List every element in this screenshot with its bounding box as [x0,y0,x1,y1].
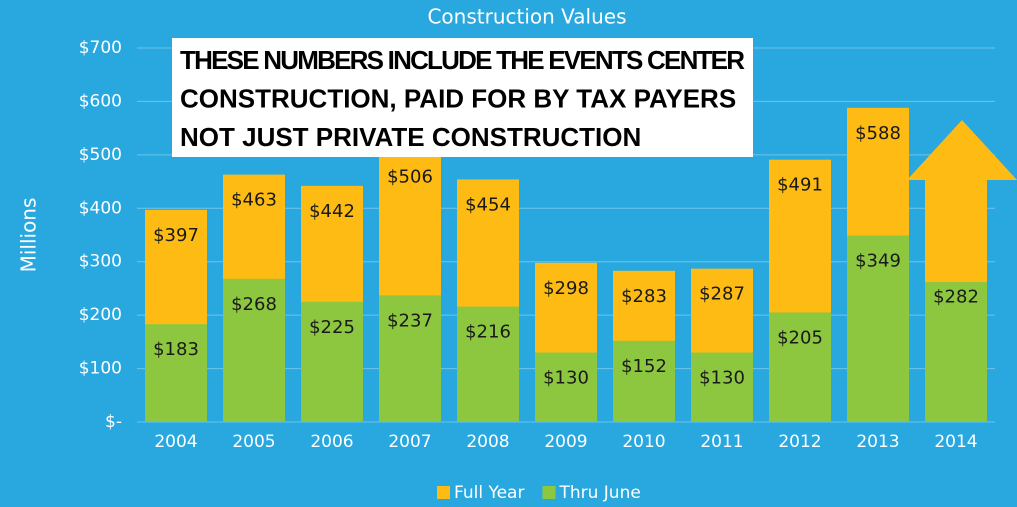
data-label: $268 [231,294,277,315]
bar [301,301,363,422]
data-label: $283 [621,286,667,307]
annotation-box [172,38,753,157]
x-tick-label: 2013 [856,432,899,452]
x-tick-label: 2011 [700,432,743,452]
y-tick-label: $400 [79,198,122,218]
x-tick-label: 2005 [232,432,275,452]
data-label: $237 [387,310,433,331]
bar [613,340,675,422]
data-label: $491 [777,175,823,196]
data-label: $287 [699,284,745,305]
bar [535,352,597,422]
bar [457,306,519,422]
bar [379,295,441,422]
data-label: $130 [699,368,745,389]
y-tick-label: $100 [79,359,122,379]
data-label: $442 [309,201,355,222]
x-tick-label: 2004 [154,432,197,452]
y-tick-label: $600 [79,91,122,111]
labels: 2004 2005 2006 2007 2008 2009 2010 2011 2012 2013… [153,123,979,452]
y-tick-label: $- [105,412,122,432]
x-tick-label: 2010 [622,432,665,452]
data-label: $298 [543,278,589,299]
bar [847,235,909,422]
x-tick-label: 2007 [388,432,431,452]
data-label: $152 [621,356,667,377]
bar [223,278,285,422]
data-label: $588 [855,123,901,144]
chart-title: Construction Values [427,5,626,29]
bar [769,312,831,422]
x-tick-label: 2009 [544,432,587,452]
data-label: $205 [777,327,823,348]
data-label: $463 [231,190,277,211]
y-tick-label: $200 [79,305,122,325]
y-tick-label: $300 [79,252,122,272]
data-label: $225 [309,317,355,338]
legend-label: Full Year [454,483,524,503]
data-label: $183 [153,339,199,360]
x-tick-label: 2012 [778,432,821,452]
data-label: $130 [543,368,589,389]
data-label: $282 [933,286,979,307]
bar [691,352,753,422]
legend-swatch [542,486,556,499]
legend: Full Year Thru June [437,483,641,503]
bar [145,324,207,422]
y-tick-label: $500 [79,145,122,165]
arrow [907,120,1017,282]
annotation-line: NOT JUST PRIVATE CONSTRUCTION [180,122,641,152]
legend-label: Thru June [558,483,640,503]
x-tick-label: 2008 [466,432,509,452]
data-label: $506 [387,167,433,188]
annotation-line: THESE NUMBERS INCLUDE THE EVENTS CENTER [180,45,745,75]
y-tick-label: $700 [79,38,122,58]
x-tick-label: 2006 [310,432,353,452]
x-tick-label: 2014 [934,432,977,452]
data-label: $216 [465,322,511,343]
bars [145,107,987,422]
bar [925,271,987,422]
data-label: $454 [465,194,511,215]
legend-swatch [437,486,450,499]
data-label: $397 [153,225,199,246]
data-label: $349 [855,251,901,272]
annotation-line: CONSTRUCTION, PAID FOR BY TAX PAYERS [180,83,736,113]
y-axis-label: Millions [17,198,41,273]
annotation: THESE NUMBERS INCLUDE THE EVENTS CENTER C… [180,45,745,152]
